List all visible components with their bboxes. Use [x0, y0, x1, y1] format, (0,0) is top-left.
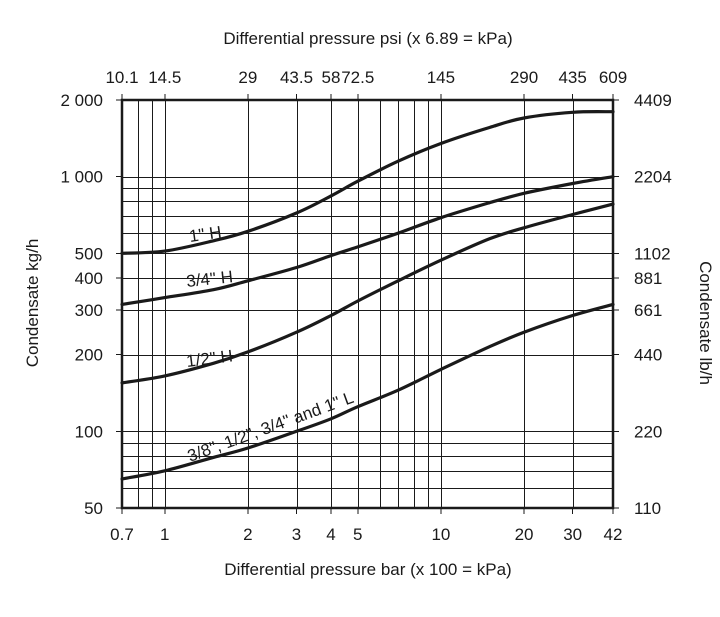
- top-tick-label: 290: [510, 68, 538, 87]
- label-low-l: 3/8", 1/2", 3/4" and 1" L: [185, 388, 356, 466]
- top-tick-label: 10.1: [105, 68, 138, 87]
- bottom-tick-label: 4: [326, 525, 335, 544]
- bottom-tick-label: 42: [604, 525, 623, 544]
- right-tick-label: 661: [634, 301, 662, 320]
- label-3-4in-h: 3/4" H: [185, 267, 233, 291]
- curve-1-2in-h: [120, 202, 615, 385]
- top-tick-label: 29: [238, 68, 257, 87]
- curve-low-l: [120, 302, 615, 481]
- top-axis-title: Differential pressure psi (x 6.89 = kPa): [223, 29, 512, 48]
- left-tick-label: 500: [75, 244, 103, 263]
- bottom-tick-label: 0.7: [110, 525, 134, 544]
- right-tick-label: 881: [634, 269, 662, 288]
- left-axis-title: Condensate kg/h: [23, 239, 42, 368]
- left-tick-label: 1 000: [60, 168, 103, 187]
- bottom-tick-label: 30: [563, 525, 582, 544]
- bottom-tick-label: 3: [292, 525, 301, 544]
- left-tick-label: 200: [75, 346, 103, 365]
- right-tick-label: 220: [634, 422, 662, 441]
- top-tick-label: 72.5: [341, 68, 374, 87]
- curves: [120, 110, 615, 481]
- left-tick-label: 100: [75, 422, 103, 441]
- right-tick-label: 1102: [634, 244, 671, 263]
- curve-3-4in-h: [120, 175, 615, 306]
- bottom-axis-title: Differential pressure bar (x 100 = kPa): [224, 560, 511, 579]
- bottom-tick-label: 1: [160, 525, 169, 544]
- right-tick-label: 110: [634, 499, 661, 518]
- bottom-tick-label: 5: [353, 525, 362, 544]
- left-tick-label: 2 000: [60, 91, 103, 110]
- right-axis-title: Condensate lb/h: [696, 261, 715, 385]
- bottom-tick-label: 2: [243, 525, 252, 544]
- left-tick-label: 50: [84, 499, 103, 518]
- top-tick-label: 58: [322, 68, 341, 87]
- label-1-2in-h: 1/2" H: [185, 346, 234, 371]
- grid-lines: [122, 100, 614, 509]
- bottom-tick-label: 10: [431, 525, 450, 544]
- right-tick-label: 440: [634, 346, 662, 365]
- right-tick-label: 2204: [634, 168, 672, 187]
- bottom-tick-label: 20: [515, 525, 534, 544]
- left-tick-label: 400: [75, 269, 103, 288]
- left-tick-label: 300: [75, 301, 103, 320]
- right-tick-label: 4409: [634, 91, 672, 110]
- top-tick-label: 14.5: [148, 68, 181, 87]
- top-tick-label: 145: [427, 68, 455, 87]
- curve-1in-h: [120, 110, 615, 255]
- top-tick-label: 609: [599, 68, 627, 87]
- top-tick-label: 435: [558, 68, 586, 87]
- label-1in-h: 1" H: [188, 223, 223, 246]
- top-tick-label: 43.5: [280, 68, 313, 87]
- plot-frame: [120, 98, 615, 510]
